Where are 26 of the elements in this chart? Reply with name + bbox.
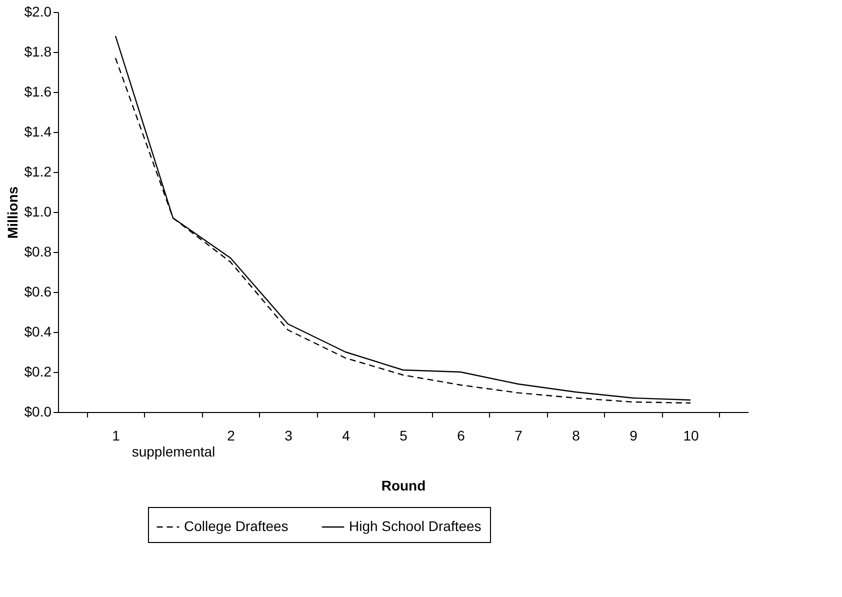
- x-tick-label: 5: [400, 428, 408, 444]
- x-tick-label: 7: [514, 428, 523, 444]
- y-tick-label: $0.2: [24, 364, 52, 380]
- y-axis-title: Millions: [4, 186, 20, 239]
- x-tick-label: 6: [457, 428, 466, 444]
- legend-label: High School Draftees: [349, 518, 482, 534]
- y-tick-label: $0.0: [24, 404, 52, 420]
- y-tick-label: $0.8: [24, 244, 52, 260]
- x-tick-label: 9: [630, 428, 638, 444]
- y-tick-label: $1.6: [24, 84, 52, 100]
- y-tick-label: $1.8: [24, 44, 52, 60]
- y-tick-label: $0.6: [24, 284, 52, 300]
- y-tick-label: $0.4: [24, 324, 52, 340]
- x-tick-label: 1: [112, 428, 120, 444]
- x-tick-label: supplemental: [132, 444, 216, 460]
- x-axis-title: Round: [381, 478, 426, 494]
- x-tick-label: 10: [683, 428, 699, 444]
- x-tick-label: 2: [227, 428, 236, 444]
- legend-label: College Draftees: [184, 518, 288, 534]
- y-tick-label: $1.2: [24, 164, 52, 180]
- x-tick-label: 4: [342, 428, 350, 444]
- y-tick-label: $2.0: [24, 4, 52, 20]
- x-tick-label: 3: [284, 428, 293, 444]
- y-tick-label: $1.0: [24, 204, 52, 220]
- y-tick-label: $1.4: [24, 124, 52, 140]
- x-tick-label: 8: [572, 428, 580, 444]
